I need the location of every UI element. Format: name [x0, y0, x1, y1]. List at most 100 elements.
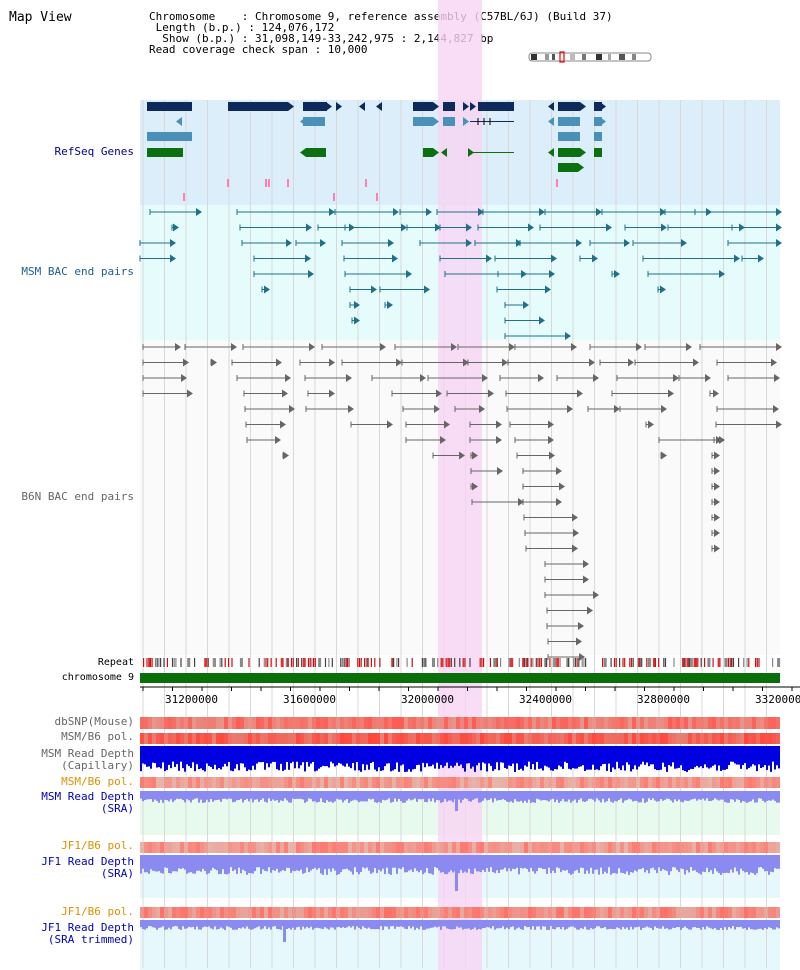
depth-bar [522, 920, 524, 930]
depth-bar [270, 791, 272, 801]
repeat-mark [610, 658, 612, 667]
heat-cell [308, 842, 312, 853]
depth-bar [338, 855, 340, 875]
repeat-mark [370, 658, 372, 667]
msm-bac-track[interactable] [139, 208, 782, 340]
depth-bar [396, 920, 398, 927]
heat-cell [592, 777, 596, 788]
heat-cell [584, 717, 588, 729]
heat-cell [156, 777, 160, 788]
read-depth-tracks[interactable] [140, 746, 780, 942]
depth-bar [196, 746, 198, 765]
depth-bar [456, 920, 458, 927]
depth-bar [350, 920, 352, 928]
heat-cell [596, 842, 600, 853]
heat-cell [188, 842, 192, 853]
depth-bar [582, 920, 584, 929]
heat-cell [372, 733, 376, 744]
depth-bar [184, 791, 186, 803]
repeat-mark [290, 658, 293, 667]
heat-cell [404, 907, 408, 918]
bac-end-arrow [776, 420, 782, 429]
repeat-mark [171, 658, 174, 667]
depth-bar [732, 791, 734, 800]
depth-bar [672, 920, 674, 928]
depth-bar [206, 855, 208, 875]
heat-cell [420, 733, 424, 744]
depth-bar [144, 855, 146, 873]
depth-bar [628, 746, 630, 765]
chromosome-bar[interactable] [140, 673, 780, 683]
depth-bar [328, 920, 330, 930]
depth-bar [378, 746, 380, 768]
b6n-bac-track[interactable] [142, 343, 782, 661]
repeat-track[interactable] [143, 658, 781, 667]
heat-cell [712, 842, 716, 853]
heat-cell [696, 733, 700, 744]
heat-cell [508, 717, 512, 729]
heat-cell [304, 733, 308, 744]
depth-bar [610, 920, 612, 929]
depth-bar [702, 791, 704, 799]
heatmap-strips[interactable] [140, 717, 780, 918]
depth-bar [266, 855, 268, 872]
depth-bar [750, 920, 752, 930]
depth-bar [214, 791, 216, 801]
heat-cell [156, 733, 160, 744]
heat-cell [540, 842, 544, 853]
depth-bar [162, 920, 164, 927]
refseq-genes-track[interactable] [147, 102, 606, 201]
depth-bar [406, 791, 408, 801]
heat-cell [304, 907, 308, 918]
heat-cell [672, 777, 676, 788]
heat-cell [148, 777, 152, 788]
depth-bar [630, 920, 632, 927]
depth-bar [482, 920, 484, 929]
repeat-mark [549, 658, 551, 667]
heat-cell [504, 842, 508, 853]
depth-bar [410, 746, 412, 772]
repeat-mark [148, 658, 152, 667]
depth-bar [492, 746, 494, 771]
heat-cell [536, 842, 540, 853]
depth-bar [380, 746, 382, 771]
heat-cell [476, 733, 480, 744]
depth-bar [270, 855, 272, 873]
heat-cell [688, 777, 692, 788]
heat-cell [152, 907, 156, 918]
heat-cell [616, 777, 620, 788]
depth-bar [356, 791, 358, 801]
depth-bar [682, 791, 684, 803]
depth-bar [320, 791, 322, 799]
depth-bar [406, 746, 408, 772]
depth-bar [252, 791, 254, 803]
heat-cell [660, 907, 664, 918]
heat-cell [268, 777, 272, 788]
depth-bar [282, 791, 284, 802]
depth-bar [412, 791, 414, 800]
heat-cell [320, 777, 324, 788]
depth-bar [388, 791, 390, 799]
heat-cell [564, 842, 568, 853]
heat-cell [368, 717, 372, 729]
repeat-mark [772, 658, 774, 667]
heat-cell [384, 842, 388, 853]
chromosome-ideogram[interactable] [528, 51, 652, 63]
depth-bar [586, 920, 588, 930]
depth-bar [510, 855, 512, 872]
heat-cell [244, 717, 248, 729]
depth-bar [760, 855, 762, 868]
repeat-mark [258, 658, 260, 667]
depth-bar [642, 920, 644, 928]
depth-bar [596, 920, 598, 927]
bac-end-arrow [388, 239, 394, 247]
depth-bar [662, 855, 664, 870]
depth-bar [478, 791, 480, 803]
heat-cell [424, 717, 428, 729]
heat-cell [572, 907, 576, 918]
heat-cell [212, 733, 216, 744]
depth-bar [526, 855, 528, 870]
depth-bar [406, 855, 408, 873]
depth-bar [254, 855, 256, 872]
